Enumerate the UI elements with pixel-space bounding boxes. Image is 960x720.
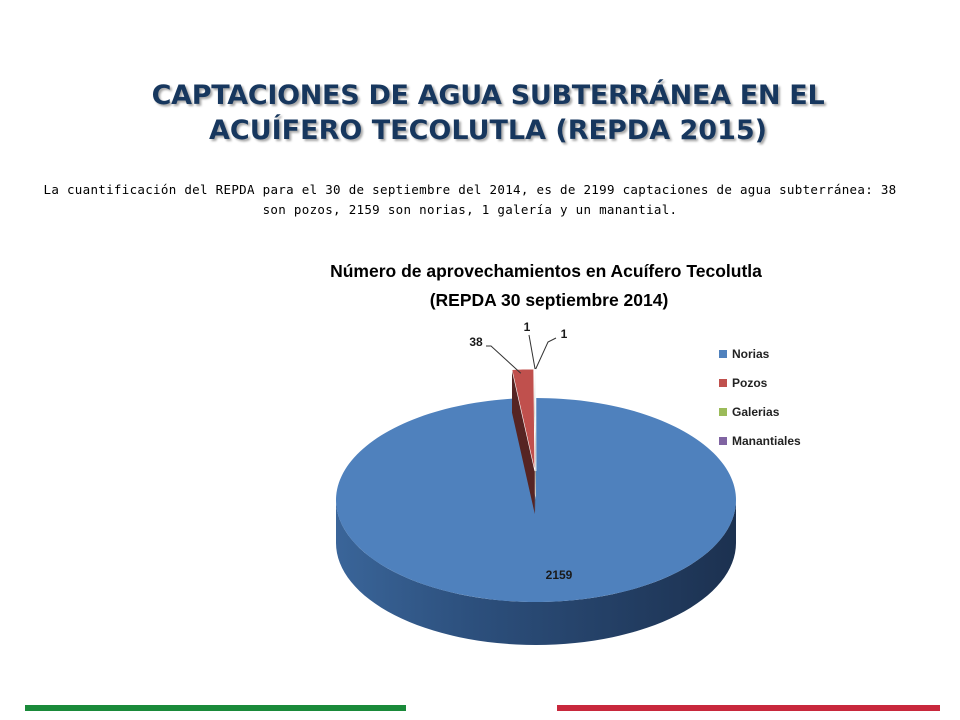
chart-title-line2: (REPDA 30 septiembre 2014) (430, 290, 669, 310)
footer-bar-red (557, 705, 940, 711)
slide-title: CAPTACIONES DE AGUA SUBTERRÁNEA EN EL AC… (0, 78, 960, 148)
legend-swatch-galerias (719, 408, 727, 416)
legend-swatch-manantiales (719, 437, 727, 445)
legend-label-pozos: Pozos (732, 376, 768, 390)
data-label-pozos: 38 (469, 335, 483, 349)
legend-label-norias: Norias (732, 347, 770, 361)
slide-title-line2: ACUÍFERO TECOLUTLA (REPDA 2015) (209, 115, 767, 146)
slide-title-line1: CAPTACIONES DE AGUA SUBTERRÁNEA EN EL (151, 80, 825, 111)
pie-slice-norias (336, 398, 737, 645)
legend-label-galerias: Galerias (732, 405, 780, 419)
data-label-norias: 2159 (546, 568, 573, 582)
footer-bar-green (25, 705, 406, 711)
body-text: La cuantificación del REPDA para el 30 d… (43, 182, 897, 217)
legend-swatch-pozos (719, 379, 727, 387)
legend-swatch-norias (719, 350, 727, 358)
data-label-galerias: 1 (524, 320, 531, 334)
legend-label-manantiales: Manantiales (732, 434, 801, 448)
pie-slice-pozos (511, 368, 536, 515)
chart-title-line1: Número de aprovechamientos en Acuífero T… (330, 261, 762, 281)
legend: Norias Pozos Galerias Manantiales (719, 347, 801, 448)
data-label-manantiales: 1 (561, 327, 568, 341)
